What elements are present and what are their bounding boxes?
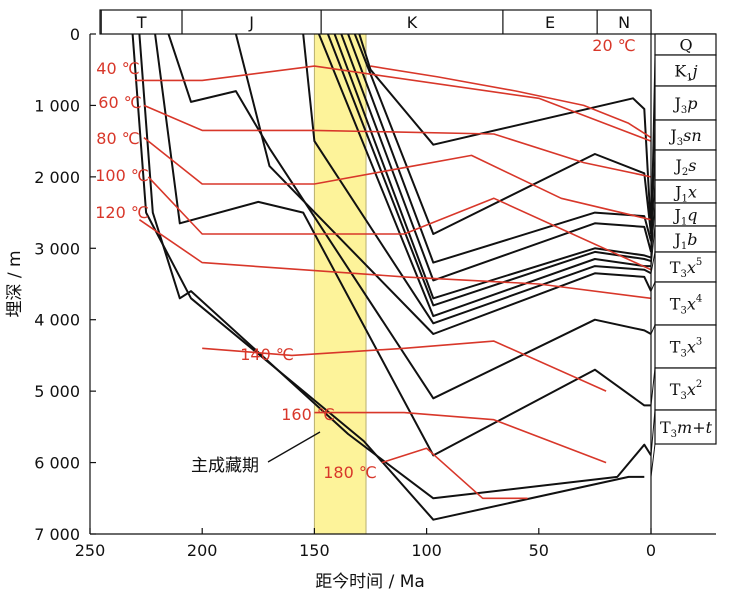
highlight-label: 主成藏期 <box>191 456 259 476</box>
period-bar-frame <box>99 9 652 35</box>
formation-label-t3m-t: T3m+t <box>660 418 713 440</box>
y-tick-label-7000: 7 000 <box>34 525 80 544</box>
formation-connector-12 <box>650 443 656 477</box>
burial-line-t3x4 <box>234 34 651 335</box>
formation-connector-9 <box>650 324 656 335</box>
period-label-j: J <box>248 13 254 32</box>
burial-line-t3x2 <box>154 34 651 457</box>
isotherm-lines <box>134 65 651 500</box>
isotherm-line-160 <box>314 411 607 464</box>
isotherm-line-60 <box>143 104 651 178</box>
isotherm-label-80: 80 ℃ <box>96 129 139 148</box>
x-tick-label-200: 200 <box>187 541 218 560</box>
period-label-e: E <box>545 13 555 32</box>
burial-line-k1j <box>358 34 651 231</box>
y-tick-label-1000: 1 000 <box>34 96 80 115</box>
isotherm-label-20: 20 ℃ <box>592 36 635 55</box>
y-axis-title: 埋深 / m <box>5 250 25 317</box>
formation-connector-6 <box>650 225 656 267</box>
annotations: 20 ℃ 40 ℃ 60 ℃ 80 ℃ 100 ℃ 120 ℃ 140 ℃ 160 ℃ 180 … <box>95 36 636 482</box>
isotherm-label-160: 160 ℃ <box>281 405 335 424</box>
burial-lines <box>131 34 651 521</box>
period-label-t: T <box>136 13 147 32</box>
formation-box-t3x5 <box>654 251 717 283</box>
burial-line-j3sn <box>347 34 651 264</box>
isotherm-label-120: 120 ℃ <box>95 203 149 222</box>
y-tick-label-4000: 4 000 <box>34 311 80 330</box>
formation-label-k1j: K1j <box>674 62 697 84</box>
formation-box-j3sn <box>654 119 717 151</box>
isotherm-line-120 <box>138 219 651 300</box>
formation-label-j1b: J1b <box>672 230 697 252</box>
formation-connector-8 <box>650 281 656 292</box>
x-tick-label-150: 150 <box>299 541 330 560</box>
burial-line-t3x5 <box>302 34 651 325</box>
isotherm-label-140: 140 ℃ <box>240 345 294 364</box>
formation-box-j3p <box>654 85 717 121</box>
isotherm-label-100: 100 ℃ <box>95 166 149 185</box>
isotherm-line-80 <box>143 136 651 221</box>
y-tick-label-0: 0 <box>70 25 80 44</box>
formation-label-t3x5: T3x5 <box>670 257 702 280</box>
y-tick-label-5000: 5 000 <box>34 382 80 401</box>
burial-line-j1q <box>326 34 651 307</box>
formation-box-t3x2 <box>654 367 717 411</box>
y-tick-label-6000: 6 000 <box>34 454 80 473</box>
formation-label-j2s: J2s <box>673 156 696 178</box>
x-tick-label-0: 0 <box>646 541 656 560</box>
y-tick-label-3000: 3 000 <box>34 239 80 258</box>
formation-connector-3 <box>650 149 656 252</box>
formation-label-t3x3: T3x3 <box>670 337 702 360</box>
formation-label-t3x4: T3x4 <box>670 294 702 317</box>
formation-label-q: Q <box>679 36 692 55</box>
highlight-leader-line <box>267 431 321 463</box>
formation-box-t3x4 <box>654 281 717 326</box>
isotherm-label-180: 180 ℃ <box>323 463 377 482</box>
burial-line-j3p <box>353 34 651 235</box>
formation-box-t3m-t <box>654 409 717 445</box>
formation-connector-11 <box>650 409 656 456</box>
formation-box-t3x3 <box>654 324 717 369</box>
formation-label-j1x: J1x <box>673 183 697 205</box>
burial-line-j1x <box>333 34 651 300</box>
period-label-k: K <box>407 13 418 32</box>
period-label-n: N <box>618 13 630 32</box>
formation-label-j1q: J1q <box>672 206 697 228</box>
burial-line-j2s <box>340 34 651 282</box>
x-tick-label-50: 50 <box>529 541 549 560</box>
formation-label-t3x2: T3x2 <box>670 379 702 402</box>
isotherm-line-40 <box>134 65 651 142</box>
formation-label-j3p: J3p <box>672 94 697 116</box>
formation-connector-2 <box>650 119 656 242</box>
formation-connector-5 <box>650 202 656 262</box>
x-tick-label-100: 100 <box>411 541 442 560</box>
x-tick-label-250: 250 <box>75 541 106 560</box>
isotherm-line-180 <box>381 447 528 500</box>
isotherm-line-20 <box>370 65 651 139</box>
x-axis-title: 距今时间 / Ma <box>315 572 425 592</box>
isotherm-label-60: 60 ℃ <box>98 93 141 112</box>
formation-connector-10 <box>650 367 656 406</box>
isotherm-label-40: 40 ℃ <box>96 59 139 78</box>
burial-line-j1b <box>317 34 651 318</box>
formation-box-j1b <box>654 225 717 253</box>
isotherm-line-140 <box>202 340 607 392</box>
isotherm-line-100 <box>147 176 651 271</box>
burial-line-basement <box>131 34 645 521</box>
formation-connector-7 <box>650 251 656 274</box>
formation-label-j3sn: J3sn <box>668 126 701 148</box>
formation-box-k1j <box>654 54 717 87</box>
y-tick-label-2000: 2 000 <box>34 168 80 187</box>
